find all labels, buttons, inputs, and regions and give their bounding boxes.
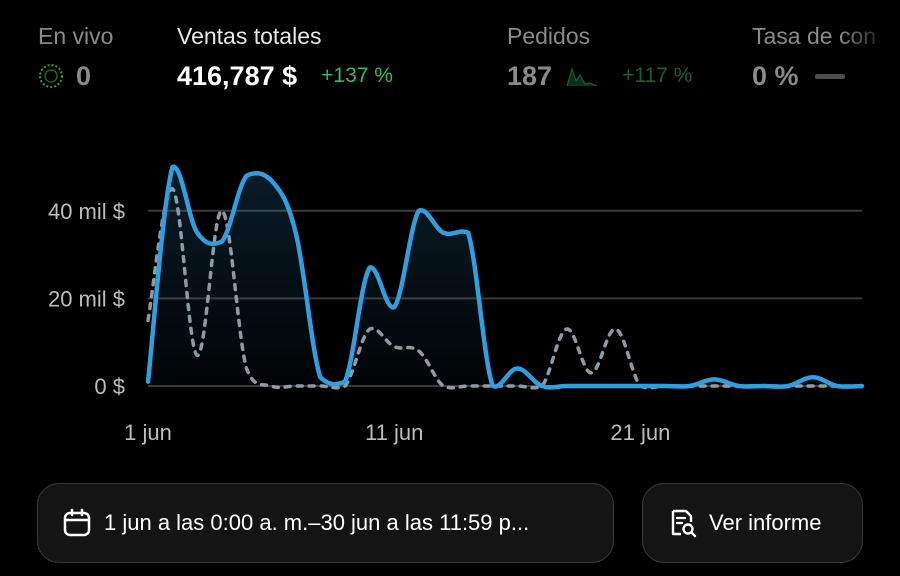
metrics-strip: En vivo 0 Ventas totales 416,787 $ +137 … [0, 0, 900, 110]
sales-line-chart: 0 $ 20 mil $ 40 mil $ 1 jun 11 jun 21 jun [48, 164, 865, 445]
conversion-sparkline-icon [814, 74, 845, 79]
chart-y-tick-label: 20 mil $ [48, 286, 125, 311]
metric-orders-label: Pedidos [507, 23, 591, 49]
chart-x-tick-label: 1 jun [124, 420, 172, 445]
chart-area-fill [148, 166, 862, 388]
metric-live-label: En vivo [38, 23, 114, 49]
metric-orders-value: 187 [507, 61, 553, 91]
chart-series-comparison [146, 187, 864, 390]
metric-orders-change: +117 % [622, 64, 693, 87]
date-range-label: 1 jun a las 0:00 a. m.–30 jun a las 11:5… [104, 510, 530, 535]
chart-x-tick-label: 11 jun [365, 420, 423, 445]
live-indicator-icon [39, 64, 63, 88]
metrics-scroll-fade [840, 0, 900, 110]
metric-sales-label: Ventas totales [177, 23, 322, 49]
calendar-icon [63, 508, 91, 537]
chart-series-current [145, 164, 865, 390]
metric-live[interactable]: En vivo 0 [38, 22, 113, 92]
view-report-label: Ver informe [709, 510, 822, 535]
chart-y-tick-label: 40 mil $ [48, 199, 125, 224]
chart-y-tick-label: 0 $ [94, 374, 125, 399]
chart-x-tick-label: 21 jun [610, 420, 670, 445]
metric-orders[interactable]: Pedidos 187 +117 % [507, 22, 692, 92]
metric-live-value: 0 [76, 61, 92, 91]
orders-sparkline-icon [566, 66, 598, 87]
metric-conversion-value: 0 % [752, 61, 799, 91]
view-report-button[interactable]: Ver informe [642, 483, 863, 563]
report-search-icon [671, 509, 697, 538]
date-range-button[interactable]: 1 jun a las 0:00 a. m.–30 jun a las 11:5… [37, 483, 614, 563]
metric-sales-value: 416,787 $ [177, 61, 298, 91]
metric-total-sales[interactable]: Ventas totales 416,787 $ +137 % [177, 22, 393, 92]
metric-sales-change: +137 % [321, 64, 393, 87]
